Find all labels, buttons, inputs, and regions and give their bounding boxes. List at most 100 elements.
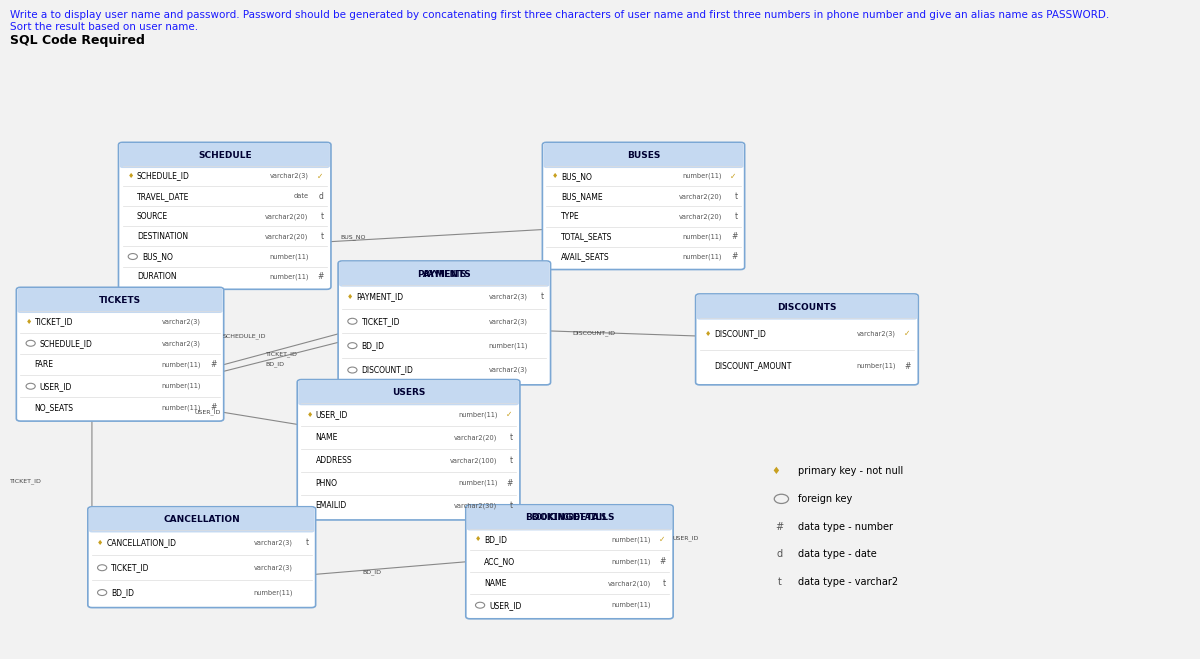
Text: t: t xyxy=(510,433,512,442)
Text: Sort the result based on user name.: Sort the result based on user name. xyxy=(11,22,198,32)
Text: t: t xyxy=(320,212,324,221)
Text: ♦: ♦ xyxy=(97,540,103,546)
Text: ACC_NO: ACC_NO xyxy=(484,557,515,566)
Text: ♦: ♦ xyxy=(704,331,712,337)
Text: ♦: ♦ xyxy=(772,466,780,476)
Text: TICKET_ID: TICKET_ID xyxy=(11,478,42,484)
Text: data type - date: data type - date xyxy=(798,549,876,559)
Text: ♦: ♦ xyxy=(306,412,313,418)
Text: #: # xyxy=(775,521,784,532)
Text: ✓: ✓ xyxy=(659,535,665,544)
Text: number(11): number(11) xyxy=(253,589,293,596)
Text: PAYMENTS: PAYMENTS xyxy=(418,270,472,279)
Text: t: t xyxy=(734,192,738,201)
Text: varchar2(20): varchar2(20) xyxy=(679,214,722,219)
Text: USER_ID: USER_ID xyxy=(194,409,221,415)
Text: EMAILID: EMAILID xyxy=(316,501,347,511)
Text: #: # xyxy=(660,557,666,566)
FancyBboxPatch shape xyxy=(466,505,673,619)
Text: SCHEDULE_ID: SCHEDULE_ID xyxy=(223,333,266,339)
Text: USER_ID: USER_ID xyxy=(490,601,522,610)
Text: varchar2(20): varchar2(20) xyxy=(679,193,722,200)
Text: varchar2(3): varchar2(3) xyxy=(857,331,896,337)
Text: number(11): number(11) xyxy=(269,273,308,280)
Text: BD_ID: BD_ID xyxy=(484,535,508,544)
Text: number(11): number(11) xyxy=(162,383,202,389)
Text: TICKET_ID: TICKET_ID xyxy=(35,317,73,326)
Text: ✓: ✓ xyxy=(505,410,511,419)
Text: SCHEDULE_ID: SCHEDULE_ID xyxy=(137,171,190,181)
Text: t: t xyxy=(320,232,324,241)
Text: number(11): number(11) xyxy=(611,558,650,565)
Text: CANCELLATION: CANCELLATION xyxy=(163,515,240,525)
Text: t: t xyxy=(540,293,544,301)
Text: t: t xyxy=(778,577,781,587)
Text: varchar2(20): varchar2(20) xyxy=(454,434,498,441)
Text: BUS_NO: BUS_NO xyxy=(560,171,592,181)
Text: ✓: ✓ xyxy=(730,171,737,181)
Text: t: t xyxy=(662,579,666,588)
FancyBboxPatch shape xyxy=(542,142,745,270)
FancyBboxPatch shape xyxy=(338,261,551,385)
FancyBboxPatch shape xyxy=(298,380,520,520)
Text: USERS: USERS xyxy=(392,388,425,397)
Text: SCHEDULE: SCHEDULE xyxy=(198,151,252,160)
Text: TRAVEL_DATE: TRAVEL_DATE xyxy=(137,192,190,201)
Text: SQL Code Required: SQL Code Required xyxy=(11,34,145,47)
Text: ♦: ♦ xyxy=(347,294,354,300)
FancyBboxPatch shape xyxy=(89,507,314,532)
FancyBboxPatch shape xyxy=(299,380,518,405)
Text: BOOKINGDETAILS: BOOKINGDETAILS xyxy=(524,513,614,523)
Text: TICKET_ID: TICKET_ID xyxy=(112,563,150,572)
Text: varchar2(3): varchar2(3) xyxy=(162,318,202,325)
FancyBboxPatch shape xyxy=(17,287,223,421)
Text: varchar2(3): varchar2(3) xyxy=(254,565,293,571)
FancyBboxPatch shape xyxy=(696,294,918,385)
Text: PAYMENTS: PAYMENTS xyxy=(422,270,466,279)
Text: USER_ID: USER_ID xyxy=(672,536,698,541)
Text: t: t xyxy=(510,501,512,511)
Text: #: # xyxy=(731,232,738,241)
Text: data type - number: data type - number xyxy=(798,521,893,532)
Text: ♦: ♦ xyxy=(127,173,134,179)
Text: varchar2(20): varchar2(20) xyxy=(265,213,308,219)
FancyBboxPatch shape xyxy=(17,288,223,313)
Text: number(11): number(11) xyxy=(611,602,650,608)
Text: Write a to display user name and password. Password should be generated by conca: Write a to display user name and passwor… xyxy=(11,10,1110,20)
Text: TICKET_ID: TICKET_ID xyxy=(265,352,298,357)
Text: varchar2(3): varchar2(3) xyxy=(490,318,528,324)
Text: varchar2(3): varchar2(3) xyxy=(490,367,528,373)
Text: number(11): number(11) xyxy=(488,343,528,349)
Text: BUSES: BUSES xyxy=(626,151,660,160)
Text: varchar2(100): varchar2(100) xyxy=(450,457,498,463)
Text: foreign key: foreign key xyxy=(798,494,852,504)
Text: TICKETS: TICKETS xyxy=(98,296,142,305)
Text: DURATION: DURATION xyxy=(137,272,176,281)
Text: t: t xyxy=(305,538,308,548)
Text: number(11): number(11) xyxy=(458,411,498,418)
Text: #: # xyxy=(210,360,216,369)
FancyBboxPatch shape xyxy=(697,295,917,320)
Text: number(11): number(11) xyxy=(162,405,202,411)
Text: t: t xyxy=(510,456,512,465)
Text: varchar2(30): varchar2(30) xyxy=(454,503,498,509)
Text: NAME: NAME xyxy=(316,433,338,442)
Text: BD_ID: BD_ID xyxy=(112,588,134,597)
Text: TYPE: TYPE xyxy=(560,212,580,221)
Text: varchar2(3): varchar2(3) xyxy=(162,340,202,347)
Text: BD_ID: BD_ID xyxy=(265,361,284,366)
Text: BOOKINGDETAILS: BOOKINGDETAILS xyxy=(532,513,607,523)
FancyBboxPatch shape xyxy=(340,262,550,287)
Text: SCHEDULE_ID: SCHEDULE_ID xyxy=(40,339,92,348)
Text: varchar2(10): varchar2(10) xyxy=(607,580,650,587)
Text: #: # xyxy=(506,478,512,488)
FancyBboxPatch shape xyxy=(119,142,331,289)
Text: USER_ID: USER_ID xyxy=(40,382,72,391)
Text: DISCOUNTS: DISCOUNTS xyxy=(778,302,836,312)
Text: #: # xyxy=(731,252,738,262)
Text: t: t xyxy=(734,212,738,221)
Text: number(11): number(11) xyxy=(269,253,308,260)
Text: FARE: FARE xyxy=(35,360,54,369)
Text: number(11): number(11) xyxy=(683,173,722,179)
Text: DISCOUNT_ID: DISCOUNT_ID xyxy=(572,331,616,336)
